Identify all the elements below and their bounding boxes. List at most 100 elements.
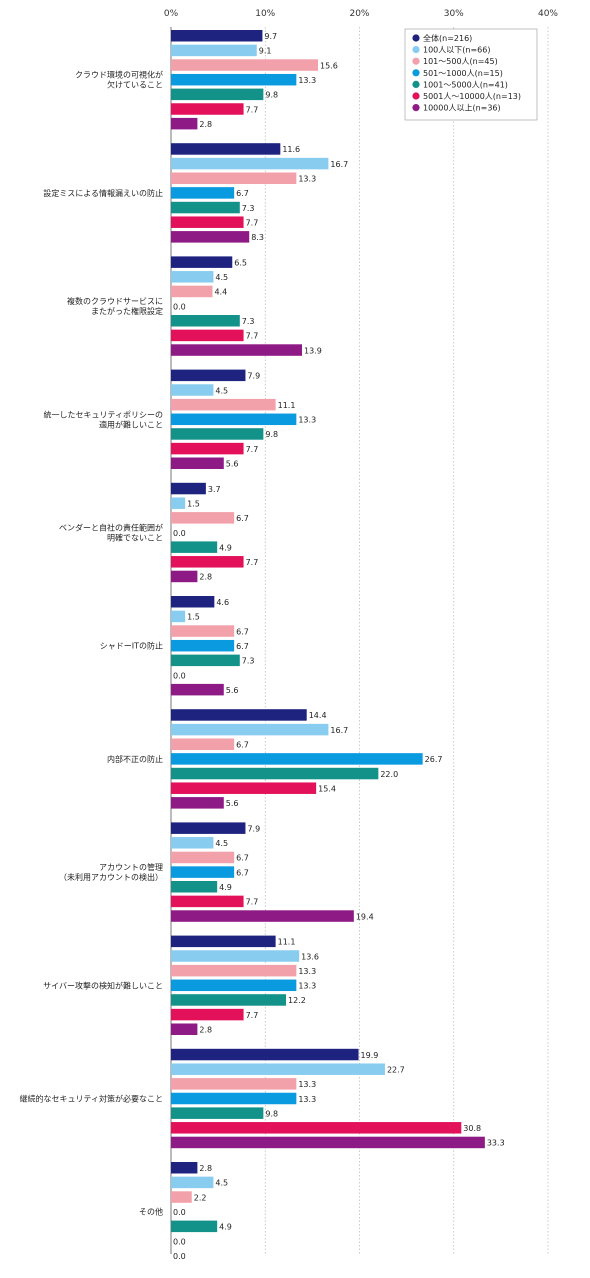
legend-label: 501〜1000人(n=15): [423, 69, 503, 78]
bar: [171, 369, 246, 382]
legend-label: 10000人以上(n=36): [423, 104, 501, 113]
bar: [171, 866, 235, 878]
bar: [171, 1063, 385, 1075]
bar: [171, 187, 235, 199]
data-label: 7.7: [246, 105, 259, 114]
data-label: 13.3: [298, 1080, 316, 1089]
data-label: 7.7: [246, 558, 259, 567]
data-label: 19.9: [361, 1051, 379, 1060]
bar: [171, 881, 218, 893]
bar: [171, 709, 307, 721]
data-label: 13.9: [304, 346, 322, 355]
bar: [171, 512, 235, 524]
x-tick-label: 20%: [349, 9, 369, 19]
bar: [171, 1162, 198, 1174]
bars: 9.7 9.1 15.6 13.3 9.8 7.7 2.8 11.6 16.7 13.3 6.7 7.…: [171, 30, 505, 1261]
data-label: 16.7: [330, 726, 348, 735]
bar: [171, 1107, 264, 1119]
data-label: 6.7: [236, 189, 249, 198]
category-label: 統一したセキュリティポリシーの: [43, 409, 163, 419]
bar: [171, 73, 297, 86]
x-tick-label: 40%: [538, 9, 558, 19]
bar: [171, 201, 240, 214]
bar: [171, 428, 264, 440]
x-tick-label: 30%: [444, 9, 464, 19]
category-label: 適用が難しいこと: [99, 419, 163, 429]
legend-marker: [412, 57, 420, 65]
bar: [171, 482, 206, 495]
bar: [171, 596, 215, 608]
bar: [171, 30, 263, 42]
data-label: 5.6: [226, 460, 239, 469]
bar: [171, 895, 244, 908]
category-label: 設定ミスによる情報漏えいの防止: [43, 188, 163, 198]
legend: 全体(n=216) 100人以下(n=66) 101〜500人(n=45) 501〜1…: [404, 28, 538, 121]
data-label: 9.8: [265, 1109, 278, 1118]
bar: [171, 344, 303, 356]
bar: [171, 1023, 198, 1035]
category-label: その他: [139, 1207, 163, 1217]
data-label: 2.8: [199, 573, 212, 582]
data-label: 7.7: [246, 332, 259, 341]
data-label: 5.6: [226, 799, 239, 808]
bar: [171, 103, 244, 115]
data-label: 9.8: [265, 430, 278, 439]
bar: [171, 1122, 462, 1134]
bar: [171, 625, 235, 637]
x-tick-label: 0%: [164, 9, 179, 19]
bar: [171, 117, 198, 130]
bar: [171, 950, 300, 962]
data-label: 13.6: [301, 952, 319, 961]
data-label: 9.7: [264, 32, 277, 41]
data-label: 4.5: [215, 1179, 228, 1188]
data-label: 4.9: [219, 1223, 232, 1232]
bar: [171, 256, 233, 268]
data-label: 7.3: [242, 317, 255, 326]
bar: [171, 782, 317, 794]
data-label: 7.7: [246, 1011, 259, 1020]
data-label: 15.6: [320, 61, 338, 70]
bar: [171, 851, 235, 864]
bar: [171, 413, 297, 426]
data-label: 0.0: [173, 671, 186, 680]
category-label: （未利用アカウントの検出）: [59, 872, 163, 882]
data-label: 7.3: [242, 657, 255, 666]
bar: [171, 44, 257, 57]
data-label: 14.4: [309, 711, 327, 720]
bar: [171, 556, 244, 568]
bar: [171, 964, 297, 977]
data-label: 0.0: [173, 1208, 186, 1217]
bar: [171, 1048, 359, 1061]
data-label: 13.3: [298, 967, 316, 976]
legend-marker: [412, 80, 420, 88]
data-label: 6.7: [236, 514, 249, 523]
x-tick-label: 10%: [255, 9, 275, 19]
bar: [171, 683, 224, 696]
data-label: 11.6: [282, 145, 300, 154]
category-label: シャドーITの防止: [100, 641, 163, 651]
bar: [171, 935, 276, 948]
bar: [171, 1092, 297, 1105]
bar: [171, 610, 186, 623]
data-label: 4.4: [214, 288, 227, 297]
category-label: 複数のクラウドサービスに: [67, 296, 163, 306]
bar: [171, 1136, 485, 1149]
bar: [171, 1078, 297, 1090]
data-label: 3.7: [208, 485, 221, 494]
legend-label: 全体(n=216): [423, 33, 472, 43]
data-label: 0.0: [173, 1252, 186, 1261]
bar: [171, 837, 214, 849]
data-label: 4.5: [215, 839, 228, 848]
data-label: 4.9: [219, 543, 232, 552]
data-label: 0.0: [173, 529, 186, 538]
bar: [171, 910, 354, 922]
bar: [171, 822, 246, 834]
data-label: 26.7: [425, 755, 443, 764]
category-label: 内部不正の防止: [107, 754, 163, 764]
data-label: 11.1: [278, 401, 296, 410]
data-label: 0.0: [173, 302, 186, 311]
data-label: 22.7: [387, 1065, 405, 1074]
category-label: クラウド環境の可視化が: [75, 70, 163, 80]
data-label: 6.7: [236, 627, 249, 636]
bar: [171, 157, 329, 170]
